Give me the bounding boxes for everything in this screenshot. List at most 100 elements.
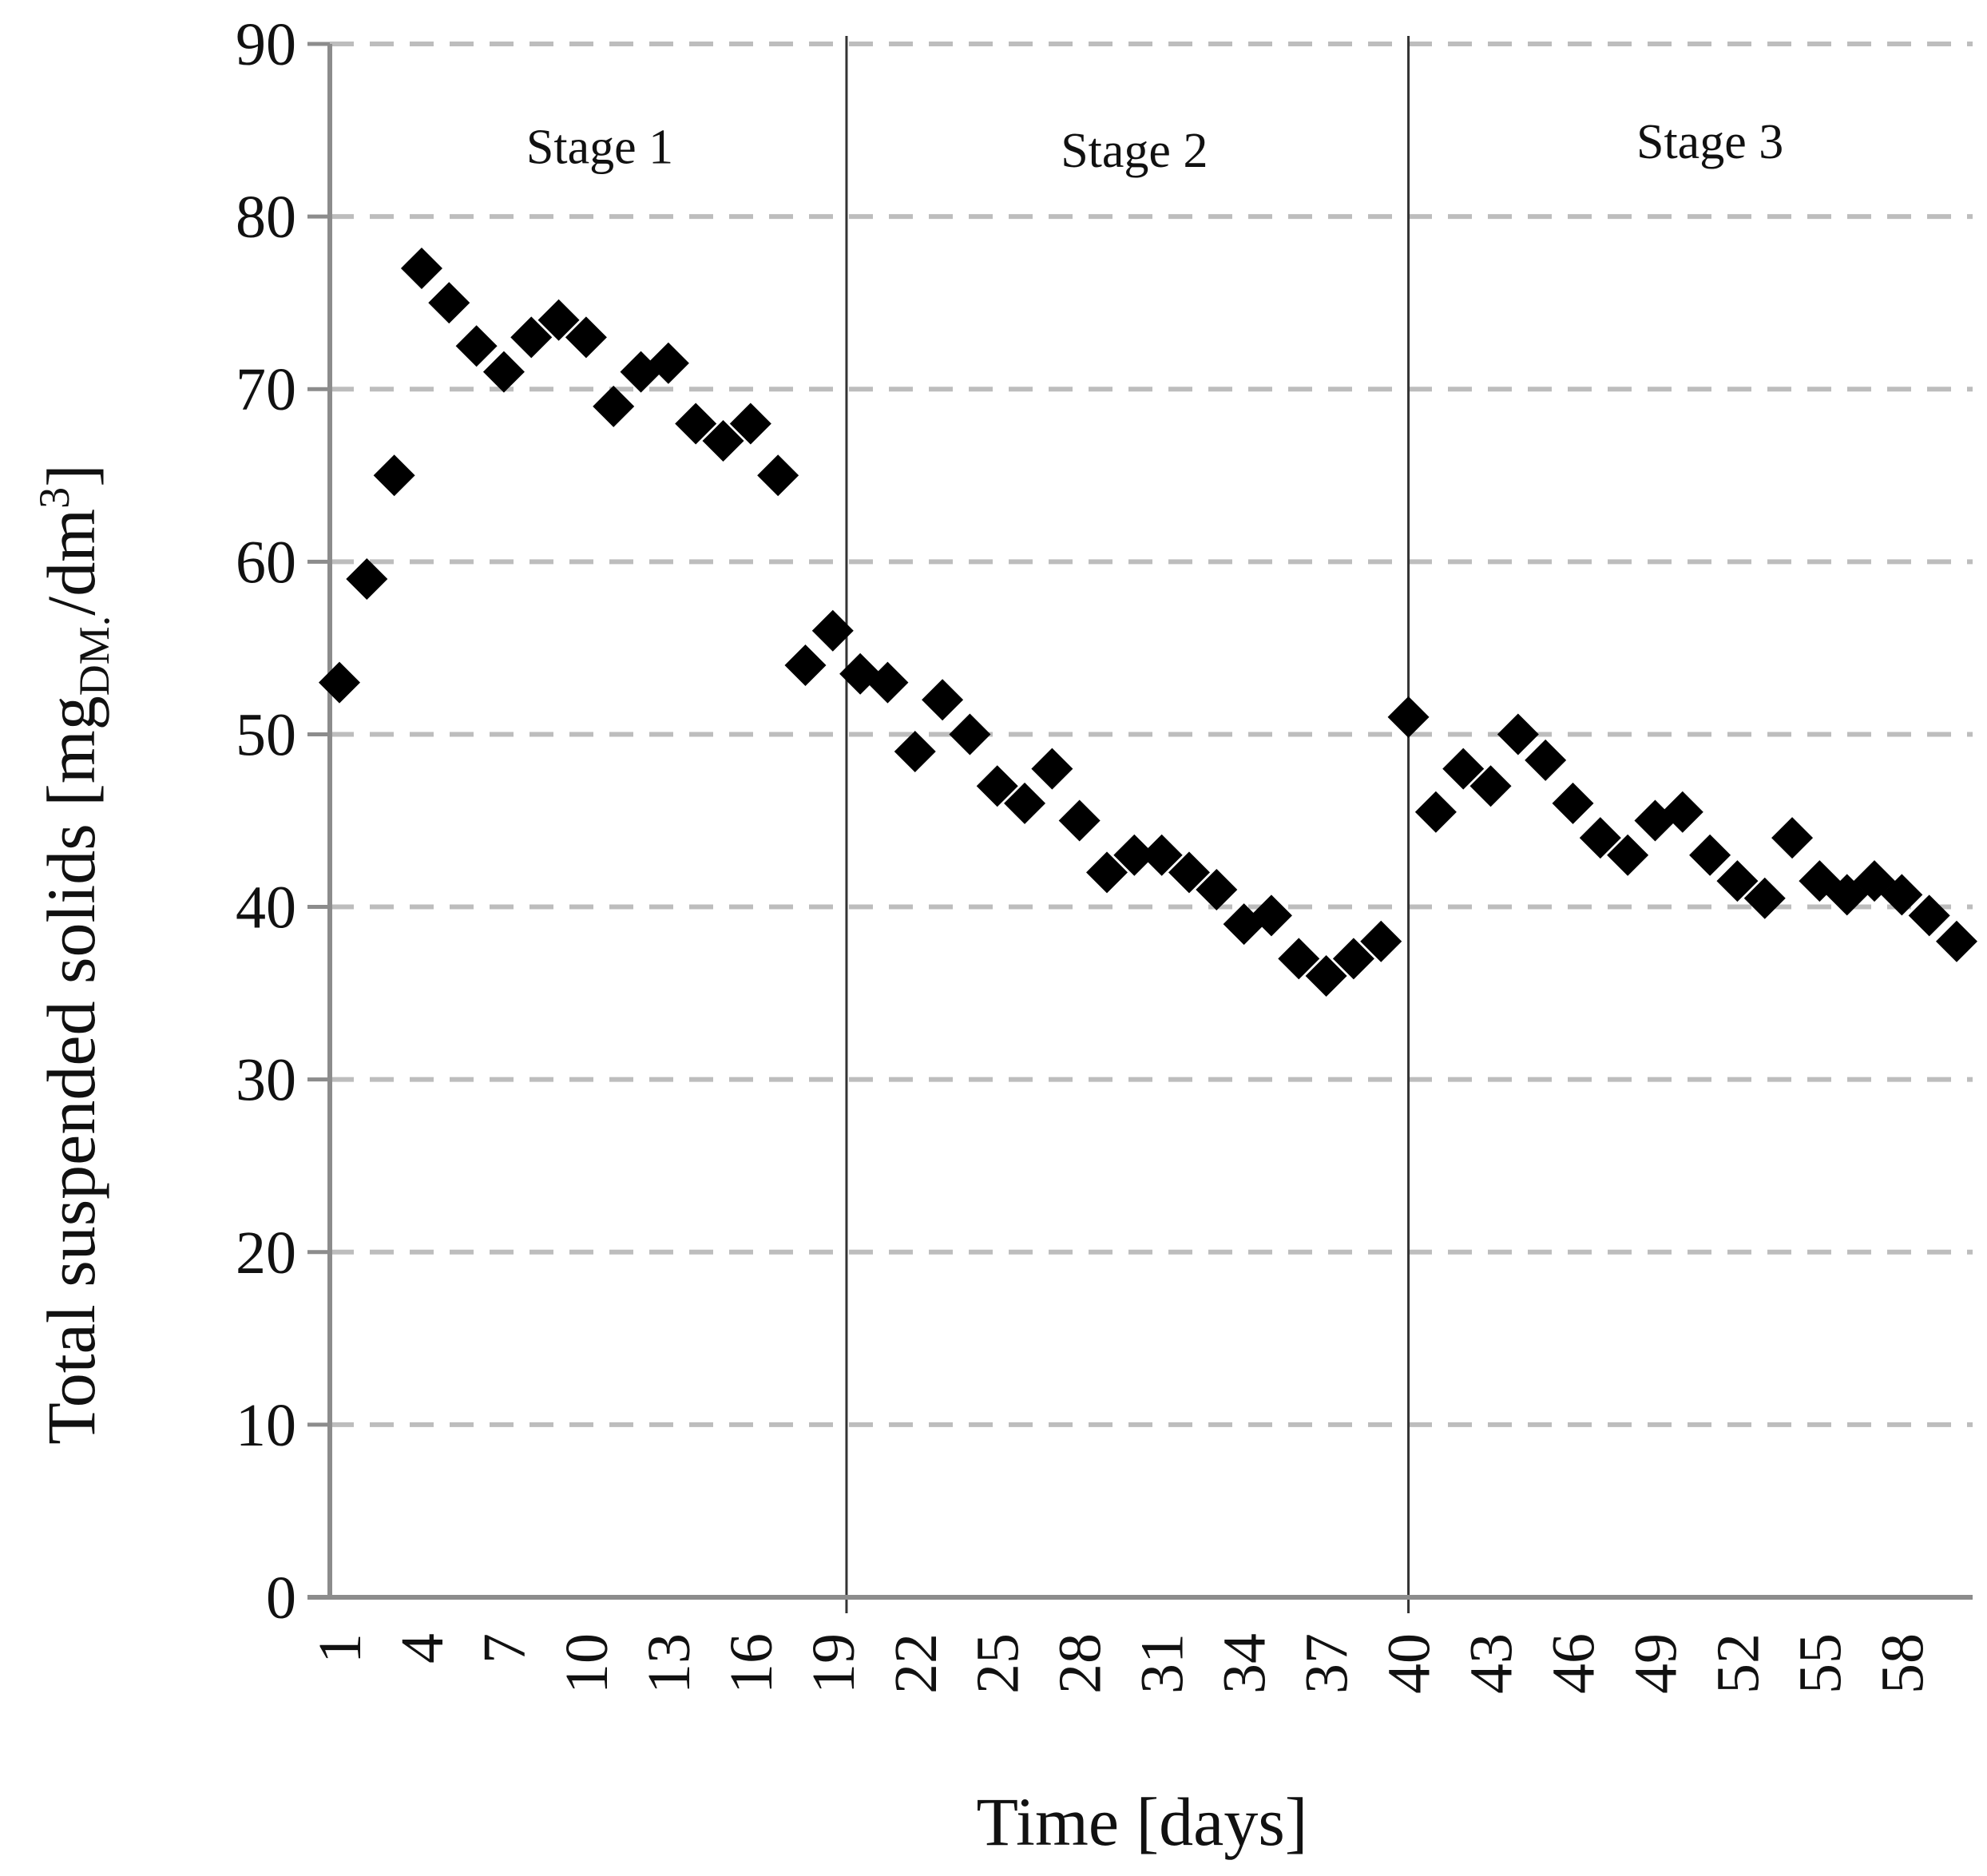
y-tick-label: 40 bbox=[236, 875, 296, 942]
y-tick-label: 10 bbox=[236, 1392, 296, 1459]
x-tick-label: 34 bbox=[1212, 1633, 1279, 1694]
stage-label: Stage 2 bbox=[1061, 124, 1208, 178]
y-tick-labels: 0 10 20 30 40 50 60 70 80 90 bbox=[236, 11, 296, 1632]
data-point bbox=[400, 247, 442, 289]
x-axis-title: Time [days] bbox=[977, 1783, 1308, 1860]
data-point bbox=[1881, 874, 1923, 916]
x-tick-label: 1 bbox=[307, 1633, 374, 1664]
x-tick-label: 16 bbox=[718, 1633, 785, 1694]
stage-label: Stage 3 bbox=[1636, 115, 1783, 169]
x-tick-label: 49 bbox=[1622, 1633, 1689, 1694]
data-point bbox=[1004, 782, 1046, 824]
stage-boundaries bbox=[845, 36, 1410, 1613]
data-point bbox=[675, 403, 717, 445]
data-point bbox=[510, 316, 553, 359]
x-tick-label: 43 bbox=[1458, 1633, 1525, 1694]
y-axis-title-end: ] bbox=[33, 464, 109, 487]
x-tick-label: 46 bbox=[1540, 1633, 1607, 1694]
x-tick-label: 13 bbox=[636, 1633, 703, 1694]
x-tick-label: 52 bbox=[1704, 1633, 1771, 1694]
y-axis-title-superscript: 3 bbox=[30, 487, 78, 509]
data-point bbox=[1552, 782, 1594, 824]
data-point bbox=[1414, 791, 1457, 833]
data-point bbox=[1140, 834, 1183, 876]
y-axis-title-main: Total suspended solids [mg bbox=[33, 696, 109, 1445]
data-point bbox=[537, 299, 580, 341]
data-point bbox=[1607, 834, 1649, 876]
x-tick-label: 40 bbox=[1376, 1633, 1443, 1694]
data-point bbox=[373, 454, 415, 497]
data-point bbox=[1250, 894, 1292, 937]
x-tick-label: 37 bbox=[1294, 1633, 1361, 1694]
x-tick-label: 19 bbox=[800, 1633, 867, 1694]
x-tick-label: 25 bbox=[965, 1633, 1032, 1694]
x-tick-label: 4 bbox=[389, 1633, 456, 1664]
data-point bbox=[1689, 834, 1731, 876]
y-tick-label: 90 bbox=[236, 11, 296, 78]
data-point bbox=[729, 403, 771, 445]
data-point bbox=[1497, 713, 1539, 756]
x-tick-label: 7 bbox=[471, 1633, 538, 1664]
data-point bbox=[894, 731, 936, 773]
data-point bbox=[1908, 894, 1950, 937]
x-tick-label: 58 bbox=[1869, 1633, 1936, 1694]
x-tick-label: 28 bbox=[1047, 1633, 1114, 1694]
data-point bbox=[1332, 938, 1374, 980]
x-tick-labels: 1 4 7 10 13 16 19 22 25 28 31 34 37 40 43 46 49 52 55 58 bbox=[307, 1633, 1936, 1694]
data-point bbox=[1469, 765, 1512, 807]
data-point bbox=[1058, 799, 1101, 842]
y-tick-label: 20 bbox=[236, 1220, 296, 1287]
data-point bbox=[1771, 817, 1814, 859]
stage-label: Stage 1 bbox=[526, 121, 673, 175]
data-point bbox=[593, 385, 635, 427]
data-point bbox=[811, 609, 854, 652]
y-axis-title-subscript: DM. bbox=[70, 616, 118, 696]
data-point bbox=[1387, 696, 1430, 738]
data-point bbox=[428, 282, 470, 324]
data-point bbox=[1579, 817, 1621, 859]
data-point bbox=[1525, 739, 1567, 781]
data-point bbox=[1086, 851, 1128, 894]
stage-labels: Stage 1 Stage 2 Stage 3 bbox=[526, 115, 1783, 178]
data-point bbox=[702, 420, 744, 462]
data-point bbox=[1360, 920, 1402, 962]
data-point bbox=[1716, 860, 1759, 902]
data-point bbox=[1442, 748, 1485, 790]
data-point bbox=[1661, 791, 1703, 833]
y-tick-label: 60 bbox=[236, 529, 296, 596]
data-point bbox=[1936, 920, 1977, 962]
data-point bbox=[346, 557, 388, 600]
data-point bbox=[565, 316, 607, 359]
x-tick-label: 55 bbox=[1787, 1633, 1854, 1694]
axes bbox=[307, 44, 1973, 1600]
y-tick-label: 80 bbox=[236, 184, 296, 251]
data-point bbox=[647, 342, 689, 384]
data-point bbox=[1305, 955, 1347, 997]
data-point bbox=[867, 661, 909, 704]
y-tick-label: 70 bbox=[236, 356, 296, 423]
data-point bbox=[1278, 938, 1320, 980]
x-tick-label: 22 bbox=[882, 1633, 950, 1694]
y-tick-label: 0 bbox=[266, 1565, 296, 1632]
data-point bbox=[319, 661, 360, 704]
data-point bbox=[922, 679, 964, 721]
data-point bbox=[976, 765, 1018, 807]
x-tick-label: 31 bbox=[1129, 1633, 1196, 1694]
data-point bbox=[949, 713, 991, 756]
data-point bbox=[455, 325, 498, 367]
y-tick-label: 50 bbox=[236, 701, 296, 768]
data-point bbox=[1113, 834, 1156, 876]
data-point bbox=[482, 351, 525, 393]
x-tick-label: 10 bbox=[553, 1633, 621, 1694]
data-point bbox=[1168, 851, 1210, 894]
data-point bbox=[1743, 877, 1786, 919]
y-axis-title: Total suspended solids [mgDM./dm3] bbox=[30, 464, 118, 1444]
data-point bbox=[757, 454, 799, 497]
data-point bbox=[784, 645, 827, 686]
data-point bbox=[1031, 748, 1073, 790]
grid-lines bbox=[307, 42, 1973, 1600]
y-axis-title-unit: /dm bbox=[33, 509, 109, 616]
data-point bbox=[1196, 868, 1238, 910]
y-tick-label: 30 bbox=[236, 1047, 296, 1114]
